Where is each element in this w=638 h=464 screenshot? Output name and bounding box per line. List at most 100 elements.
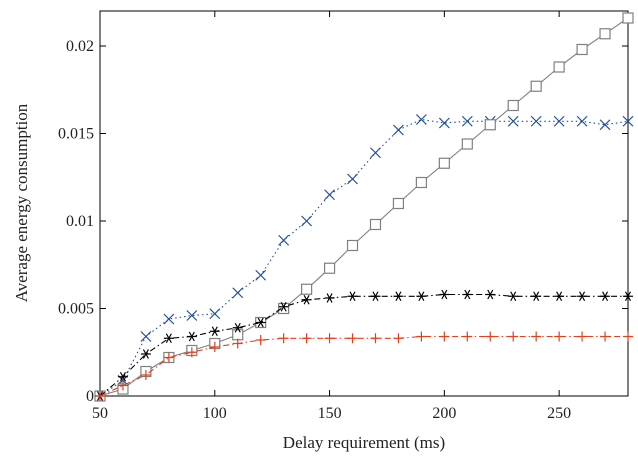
- x-axis: 50 100 150 200 250: [92, 11, 571, 422]
- y-tick-label: 0.015: [58, 126, 94, 143]
- data-point: [623, 331, 633, 342]
- x-tick-label: 200: [432, 405, 456, 422]
- data-point: [95, 391, 105, 401]
- data-point: [209, 308, 221, 320]
- data-point: [507, 115, 519, 127]
- series-plus: [95, 331, 633, 401]
- data-point: [461, 115, 473, 127]
- series-line: [99, 335, 628, 397]
- data-point: [577, 291, 588, 302]
- data-point: [278, 333, 289, 344]
- data-point: [530, 80, 542, 92]
- data-point: [209, 342, 220, 352]
- data-point: [577, 331, 588, 342]
- data-point: [301, 294, 312, 305]
- y-tick-label: 0.005: [58, 301, 94, 318]
- data-point: [415, 114, 427, 125]
- data-point: [232, 329, 244, 341]
- data-point: [117, 371, 128, 382]
- series-line: [99, 118, 629, 397]
- data-point: [232, 322, 243, 333]
- data-point: [415, 176, 427, 189]
- data-point: [209, 326, 220, 337]
- data-point: [347, 173, 358, 185]
- data-point: [393, 124, 404, 136]
- data-point: [485, 331, 496, 342]
- data-point: [186, 331, 197, 342]
- data-point: [416, 331, 427, 342]
- data-point: [232, 338, 243, 349]
- y-axis-label: Average energy consumption: [12, 103, 31, 302]
- data-point: [416, 291, 427, 302]
- data-point: [623, 291, 633, 302]
- data-point: [140, 370, 151, 380]
- data-point: [507, 99, 519, 112]
- data-point: [530, 115, 542, 127]
- data-point: [347, 291, 358, 302]
- data-point: [324, 189, 335, 201]
- series-asterisk: [95, 289, 633, 401]
- data-point: [554, 331, 565, 342]
- data-point: [163, 352, 174, 363]
- data-point: [278, 302, 290, 315]
- data-point: [255, 335, 266, 345]
- data-point: [599, 28, 611, 40]
- data-point: [438, 157, 450, 169]
- y-tick-label: 0.02: [66, 38, 94, 55]
- plot-area: [99, 10, 629, 397]
- data-point: [232, 287, 244, 299]
- data-point: [576, 115, 588, 127]
- data-point: [393, 333, 404, 344]
- data-point: [255, 317, 266, 328]
- y-axis: 0 0.005 0.01 0.015 0.02: [58, 38, 628, 405]
- data-point: [462, 331, 473, 342]
- data-point: [438, 117, 450, 129]
- data-point: [553, 115, 565, 127]
- data-point: [301, 215, 313, 227]
- data-point: [392, 197, 405, 210]
- data-point: [346, 239, 359, 252]
- x-tick-label: 50: [92, 405, 108, 422]
- data-point: [140, 349, 151, 359]
- data-point: [255, 269, 267, 281]
- series-layer: [94, 12, 634, 402]
- data-point: [117, 380, 128, 391]
- y-tick-label: 0.01: [66, 213, 94, 230]
- data-point: [163, 333, 174, 344]
- x-tick-label: 250: [547, 405, 571, 422]
- x-axis-label: Delay requirement (ms): [283, 433, 445, 452]
- data-point: [301, 283, 313, 295]
- data-point: [439, 331, 450, 342]
- data-point: [439, 289, 450, 300]
- data-point: [531, 331, 542, 342]
- data-point: [186, 347, 197, 358]
- data-point: [370, 147, 381, 159]
- data-point: [553, 61, 565, 73]
- data-point: [599, 119, 611, 131]
- data-point: [186, 310, 198, 321]
- data-point: [278, 301, 289, 312]
- data-point: [323, 262, 336, 274]
- data-point: [347, 333, 358, 344]
- y-tick-label: 0: [86, 388, 94, 405]
- data-point: [461, 138, 473, 150]
- x-tick-label: 100: [203, 405, 227, 422]
- data-point: [600, 331, 611, 342]
- x-tick-label: 150: [318, 405, 342, 422]
- data-point: [622, 12, 634, 24]
- data-point: [554, 291, 565, 302]
- data-point: [324, 333, 335, 344]
- data-point: [163, 313, 175, 325]
- data-point: [324, 293, 335, 303]
- data-point: [140, 331, 152, 342]
- data-point: [484, 119, 496, 131]
- data-point: [370, 333, 381, 344]
- data-point: [508, 331, 519, 342]
- data-point: [369, 218, 382, 231]
- data-point: [462, 289, 473, 300]
- data-point: [485, 289, 496, 300]
- data-point: [393, 291, 404, 302]
- data-point: [370, 291, 381, 302]
- data-point: [508, 291, 519, 302]
